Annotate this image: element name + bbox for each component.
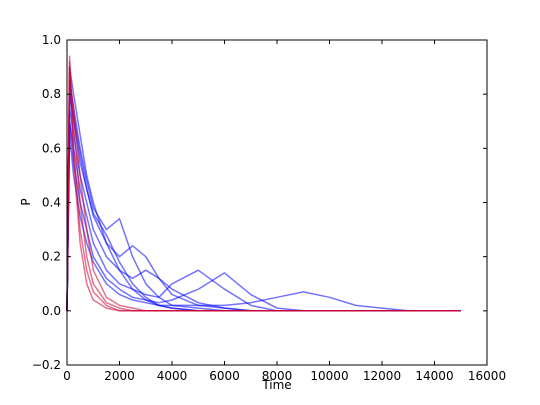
x-tick-label: 10000	[310, 369, 348, 383]
x-tick-label: 0	[63, 369, 71, 383]
x-tick-label: 6000	[209, 369, 240, 383]
series-line	[66, 55, 461, 312]
y-tick-label: 0.4	[42, 196, 61, 210]
y-tick-label: −0.2	[32, 358, 61, 372]
x-tick-label: 14000	[415, 369, 453, 383]
x-axis-label: Time	[261, 378, 291, 392]
y-tick-label: 0.2	[42, 250, 61, 264]
x-tick-label: 12000	[363, 369, 401, 383]
y-tick-label: 1.0	[42, 33, 61, 47]
y-tick-label: 0.6	[42, 141, 61, 155]
y-tick-label: 0.8	[42, 87, 61, 101]
x-tick-label: 8000	[262, 369, 293, 383]
x-tick-label: 16000	[468, 369, 506, 383]
x-tick-label: 4000	[157, 369, 188, 383]
x-tick-label: 2000	[104, 369, 135, 383]
y-axis-label: P	[19, 198, 33, 205]
plot-area	[66, 55, 461, 312]
y-tick-label: 0.0	[42, 304, 61, 318]
